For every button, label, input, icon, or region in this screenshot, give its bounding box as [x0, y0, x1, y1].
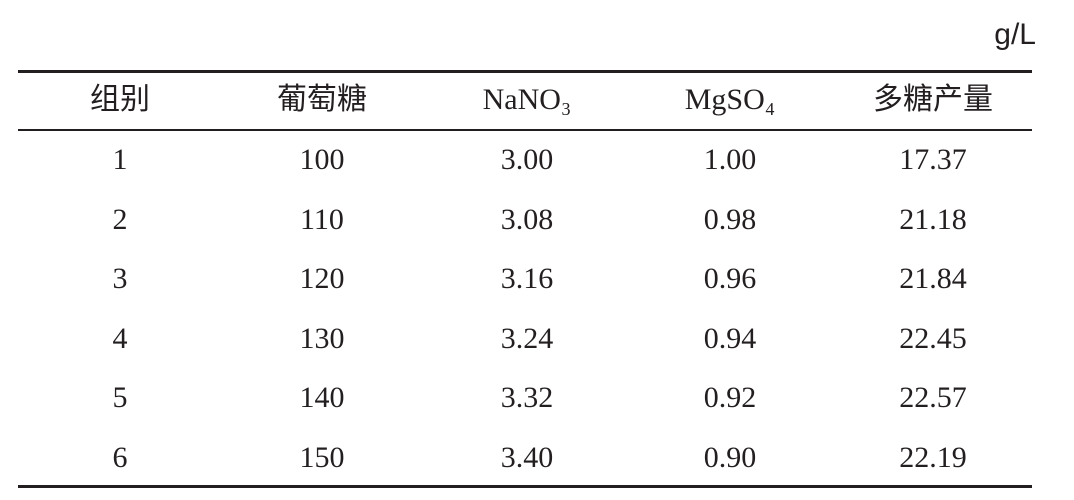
table-cell: 2 — [112, 202, 128, 236]
header-rule — [18, 129, 1032, 131]
table-cell: 3.08 — [500, 202, 554, 236]
table-cell: 3.24 — [500, 321, 554, 355]
table-cell: 22.45 — [899, 321, 967, 355]
table-cell: 3 — [112, 262, 128, 295]
table-cell: 140 — [299, 381, 345, 414]
table-cell: 21.84 — [899, 262, 967, 295]
table-cell: 5 — [112, 381, 128, 414]
table-cell: 3.40 — [500, 440, 554, 474]
table-cell: 100 — [299, 143, 345, 176]
table-cell: 0.90 — [703, 440, 757, 474]
bottom-rule — [18, 485, 1032, 488]
table-cell: 1.00 — [703, 143, 757, 176]
table-cell: 0.92 — [703, 381, 757, 414]
table-cell: 21.18 — [899, 202, 967, 236]
header-cell: MgSO₄ — [684, 83, 776, 116]
table-cell: 150 — [299, 440, 345, 474]
table-cell: 0.94 — [703, 321, 757, 355]
header-cell: 组别 — [90, 83, 150, 116]
table-cell: 3.16 — [500, 262, 554, 295]
table-cell: 3.00 — [500, 143, 554, 176]
table-cell: 22.19 — [899, 440, 967, 474]
top-rule — [18, 70, 1032, 73]
table-cell: 120 — [299, 262, 345, 295]
table-cell: 17.37 — [899, 143, 967, 176]
unit-label: g/L — [994, 18, 1036, 51]
table-cell: 0.98 — [703, 202, 757, 236]
table-cell: 4 — [112, 321, 128, 355]
header-cell: 多糖产量 — [873, 83, 993, 116]
table-cell: 22.57 — [899, 381, 967, 414]
table-cell: 0.96 — [703, 262, 757, 295]
table-cell: 1 — [112, 143, 128, 176]
header-cell: NaNO₃ — [482, 83, 572, 116]
table-cell: 130 — [299, 321, 345, 355]
table-cell: 110 — [300, 202, 344, 236]
header-cell: 葡萄糖 — [277, 83, 367, 116]
table-cell: 3.32 — [500, 381, 554, 414]
table-cell: 6 — [112, 440, 128, 474]
